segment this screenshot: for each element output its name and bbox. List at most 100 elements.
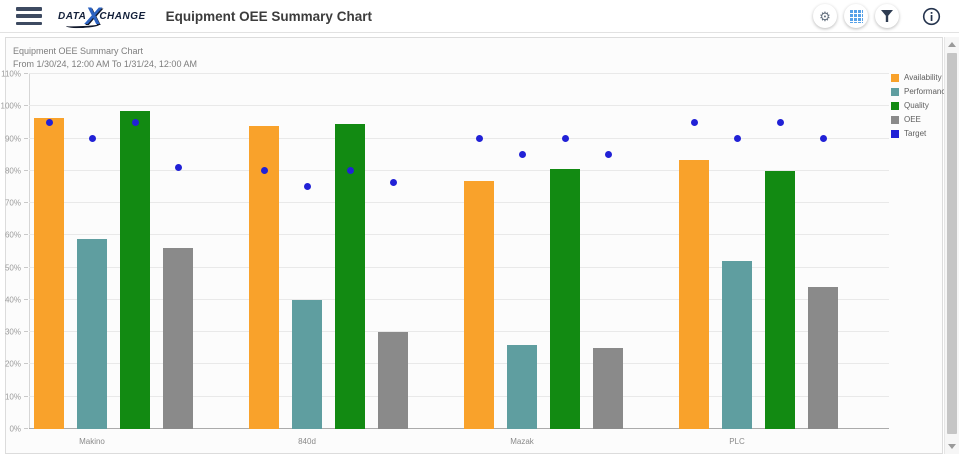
category-band-makino: Makino xyxy=(29,74,244,446)
bar-quality-840d[interactable] xyxy=(335,124,365,429)
bar-oee-840d[interactable] xyxy=(378,332,408,429)
bar-performance-mazak[interactable] xyxy=(507,345,537,429)
chart-card: Equipment OEE Summary Chart From 1/30/24… xyxy=(1,37,950,454)
info-icon xyxy=(922,7,941,25)
legend-item-target[interactable]: Target xyxy=(891,129,950,138)
legend-swatch-availability xyxy=(891,73,899,82)
bar-performance-makino[interactable] xyxy=(77,238,107,429)
category-band-plc: PLC xyxy=(674,74,889,446)
chart-header: Equipment OEE Summary Chart From 1/30/24… xyxy=(6,38,942,71)
y-axis-label-100: 100% xyxy=(0,101,21,111)
y-tick-110 xyxy=(24,73,28,74)
target-dot-performance-840d[interactable] xyxy=(303,183,311,191)
scroll-down-arrow[interactable] xyxy=(948,444,956,449)
bar-quality-makino[interactable] xyxy=(120,111,150,429)
target-dot-quality-plc[interactable] xyxy=(776,118,784,126)
y-axis-label-40: 40% xyxy=(4,295,21,305)
y-tick-30 xyxy=(24,331,28,333)
menu-icon[interactable] xyxy=(16,7,42,25)
legend-label-availability: Availability xyxy=(904,73,942,82)
x-axis-label-mazak: Mazak xyxy=(510,437,534,446)
y-axis-line xyxy=(29,74,30,429)
bar-performance-840d[interactable] xyxy=(292,299,322,429)
y-axis-label-60: 60% xyxy=(4,230,21,240)
y-axis-label-20: 20% xyxy=(4,359,21,369)
scrollbar-thumb[interactable] xyxy=(947,53,957,434)
target-dot-oee-plc[interactable] xyxy=(819,135,827,143)
y-tick-70 xyxy=(24,202,28,204)
x-axis-label-840d: 840d xyxy=(298,437,316,446)
page-title: Equipment OEE Summary Chart xyxy=(165,8,372,24)
bar-quality-plc[interactable] xyxy=(765,170,795,429)
bar-availability-makino[interactable] xyxy=(34,117,64,429)
bar-availability-mazak[interactable] xyxy=(464,180,494,429)
legend-item-quality[interactable]: Quality xyxy=(891,101,950,110)
target-dot-performance-makino[interactable] xyxy=(88,135,96,143)
logo-text-change: CHANGE xyxy=(99,10,146,22)
logo-text-data: DATA xyxy=(58,10,87,22)
y-axis-label-70: 70% xyxy=(4,198,21,208)
grid-line-80 xyxy=(29,169,889,171)
bar-availability-plc[interactable] xyxy=(679,159,709,429)
grid-line-90 xyxy=(29,137,889,139)
grid-line-100 xyxy=(29,105,889,107)
app-header: DATA X CHANGE Equipment OEE Summary Char… xyxy=(0,0,959,33)
bar-oee-makino[interactable] xyxy=(163,248,193,429)
y-tick-0 xyxy=(24,428,28,429)
grid-line-30 xyxy=(29,331,889,333)
legend-item-oee[interactable]: OEE xyxy=(891,115,950,124)
target-dot-quality-840d[interactable] xyxy=(346,167,354,175)
dataxchange-logo: DATA X CHANGE xyxy=(58,0,146,32)
y-axis-label-0: 0% xyxy=(9,424,21,434)
grid-icon xyxy=(849,9,863,23)
header-actions: ⚙ xyxy=(813,4,947,28)
grid-line-0 xyxy=(29,428,889,429)
target-dot-availability-makino[interactable] xyxy=(45,118,53,126)
bar-oee-plc[interactable] xyxy=(808,287,838,429)
y-tick-40 xyxy=(24,298,28,300)
target-dot-performance-plc[interactable] xyxy=(733,135,741,143)
target-dot-quality-mazak[interactable] xyxy=(561,135,569,143)
grid-line-70 xyxy=(29,202,889,204)
category-band-mazak: Mazak xyxy=(459,74,674,446)
gear-icon: ⚙ xyxy=(819,8,831,24)
x-axis-label-plc: PLC xyxy=(729,437,745,446)
y-axis-label-90: 90% xyxy=(4,134,21,144)
logo-text-x: X xyxy=(85,3,102,30)
filter-button[interactable] xyxy=(875,4,899,28)
chart-legend: Availability Performance Quality OEE Target xyxy=(891,73,950,143)
vertical-scrollbar[interactable] xyxy=(944,37,959,454)
bar-quality-mazak[interactable] xyxy=(550,169,580,429)
grid-line-20 xyxy=(29,363,889,365)
chart-subtitle: From 1/30/24, 12:00 AM To 1/31/24, 12:00… xyxy=(13,59,197,70)
target-dot-oee-makino[interactable] xyxy=(174,164,182,172)
target-dot-oee-840d[interactable] xyxy=(389,178,397,186)
grid-view-button[interactable] xyxy=(844,4,868,28)
grid-line-40 xyxy=(29,298,889,300)
scroll-up-arrow[interactable] xyxy=(948,42,956,47)
target-dot-quality-makino[interactable] xyxy=(131,118,139,126)
category-band-840d: 840d xyxy=(244,74,459,446)
y-tick-20 xyxy=(24,363,28,365)
y-tick-90 xyxy=(24,137,28,139)
y-tick-80 xyxy=(24,169,28,171)
bar-oee-mazak[interactable] xyxy=(593,348,623,429)
x-axis-label-makino: Makino xyxy=(79,437,105,446)
target-dot-availability-mazak[interactable] xyxy=(475,135,483,143)
bar-performance-plc[interactable] xyxy=(722,261,752,429)
bar-availability-840d[interactable] xyxy=(249,125,279,429)
settings-button[interactable]: ⚙ xyxy=(813,4,837,28)
legend-label-oee: OEE xyxy=(904,115,921,124)
target-dot-performance-mazak[interactable] xyxy=(518,151,526,159)
info-button[interactable] xyxy=(922,7,941,26)
y-axis-label-30: 30% xyxy=(4,327,21,337)
legend-swatch-oee xyxy=(891,115,899,124)
target-dot-oee-mazak[interactable] xyxy=(604,151,612,159)
legend-item-performance[interactable]: Performance xyxy=(891,87,950,96)
legend-item-availability[interactable]: Availability xyxy=(891,73,950,82)
target-dot-availability-840d[interactable] xyxy=(260,167,268,175)
y-axis-label-80: 80% xyxy=(4,166,21,176)
y-tick-100 xyxy=(24,105,28,107)
target-dot-availability-plc[interactable] xyxy=(690,118,698,126)
y-axis-label-50: 50% xyxy=(4,263,21,273)
